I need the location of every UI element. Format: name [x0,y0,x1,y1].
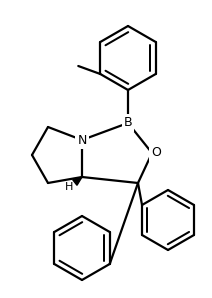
Polygon shape [73,177,82,185]
Text: B: B [124,117,132,130]
Text: H: H [65,182,73,192]
Text: O: O [151,147,161,159]
Text: N: N [77,134,87,147]
